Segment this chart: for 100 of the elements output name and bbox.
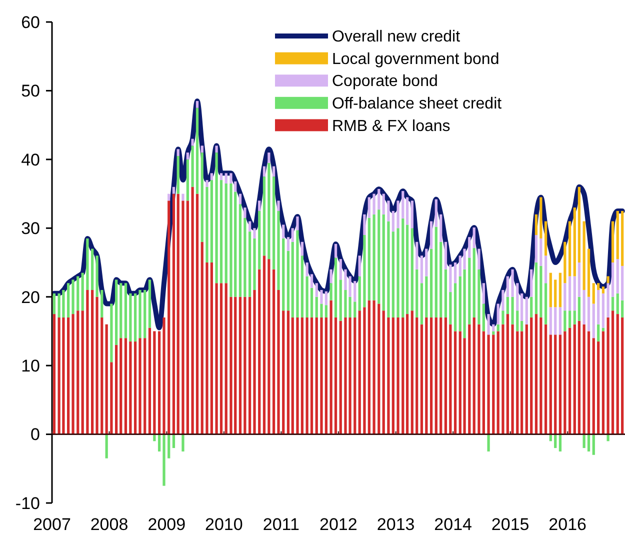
bar	[616, 259, 619, 294]
bar	[487, 334, 490, 434]
bar	[506, 314, 509, 434]
bar	[248, 232, 252, 297]
bar	[402, 191, 404, 219]
bar	[468, 237, 471, 258]
bar	[558, 307, 562, 335]
bar	[468, 258, 471, 324]
bar	[520, 293, 524, 321]
bar	[525, 324, 528, 434]
bar	[67, 283, 70, 318]
bar	[358, 276, 361, 311]
bar	[81, 310, 84, 434]
bar	[253, 238, 256, 290]
bar	[382, 310, 385, 434]
bar	[516, 310, 519, 332]
bar	[582, 221, 586, 290]
bar	[138, 338, 142, 434]
bar	[268, 162, 270, 260]
bar	[363, 235, 366, 308]
bar	[306, 276, 308, 318]
legend-label: RMB & FX loans	[332, 118, 450, 135]
bar	[368, 218, 370, 300]
bar	[76, 310, 80, 434]
bar	[100, 290, 104, 318]
bar	[597, 283, 600, 290]
bar	[310, 288, 314, 318]
bar	[621, 266, 624, 300]
bar	[253, 290, 256, 434]
y-tick-label: 60	[21, 12, 40, 32]
bar	[478, 248, 480, 270]
bar	[540, 317, 542, 434]
bar	[100, 317, 104, 434]
bar	[549, 334, 552, 434]
bar	[277, 210, 280, 290]
bar	[277, 200, 280, 211]
bar	[315, 296, 318, 318]
bar	[300, 317, 304, 434]
bar	[120, 283, 122, 338]
bar	[534, 314, 538, 434]
bar	[472, 248, 476, 318]
bar	[449, 292, 452, 324]
bar	[310, 274, 314, 288]
bar	[472, 227, 476, 248]
bar	[573, 324, 576, 434]
bar	[449, 324, 452, 434]
bar	[372, 214, 376, 300]
bar	[253, 228, 256, 238]
bar	[358, 256, 361, 276]
bar	[224, 283, 228, 434]
bar	[444, 317, 448, 434]
bar	[272, 176, 276, 270]
bar	[296, 216, 299, 230]
legend-label: Overall new credit	[332, 28, 461, 46]
bar	[248, 296, 252, 434]
bar	[478, 324, 480, 434]
bar	[244, 296, 246, 434]
bar	[564, 283, 566, 311]
bar	[492, 331, 495, 335]
bar	[172, 194, 176, 434]
bar	[296, 317, 299, 434]
bar	[339, 280, 342, 321]
bar	[540, 238, 542, 266]
legend-label: Local government bond	[332, 50, 500, 68]
bar	[410, 310, 414, 434]
bar	[463, 269, 466, 338]
bar	[440, 242, 442, 318]
bar	[182, 194, 184, 201]
x-tick-label: 2014	[434, 515, 472, 534]
bar	[206, 186, 208, 262]
bar	[454, 331, 457, 434]
bar	[592, 304, 595, 338]
bar	[300, 242, 304, 256]
bar	[363, 307, 366, 434]
bar	[544, 324, 548, 434]
bar	[387, 221, 390, 318]
bar	[568, 328, 572, 434]
bar	[124, 283, 128, 338]
bar	[144, 290, 146, 338]
bar	[487, 314, 490, 335]
y-tick-label: -10	[15, 494, 40, 513]
bar	[300, 256, 304, 318]
bar	[72, 314, 74, 434]
bar	[592, 283, 595, 304]
bar	[602, 286, 605, 294]
bar	[262, 176, 266, 256]
bar	[416, 317, 418, 434]
bar	[434, 317, 438, 434]
bar	[182, 434, 184, 452]
bar	[186, 159, 189, 201]
x-tick-label: 2007	[33, 515, 71, 534]
bar	[558, 272, 562, 308]
bar	[416, 269, 418, 318]
bar	[238, 296, 242, 434]
bar	[277, 290, 280, 434]
bar	[420, 256, 424, 284]
bar	[286, 250, 290, 311]
bar	[554, 334, 557, 434]
bar	[492, 324, 495, 332]
bar	[86, 290, 89, 434]
